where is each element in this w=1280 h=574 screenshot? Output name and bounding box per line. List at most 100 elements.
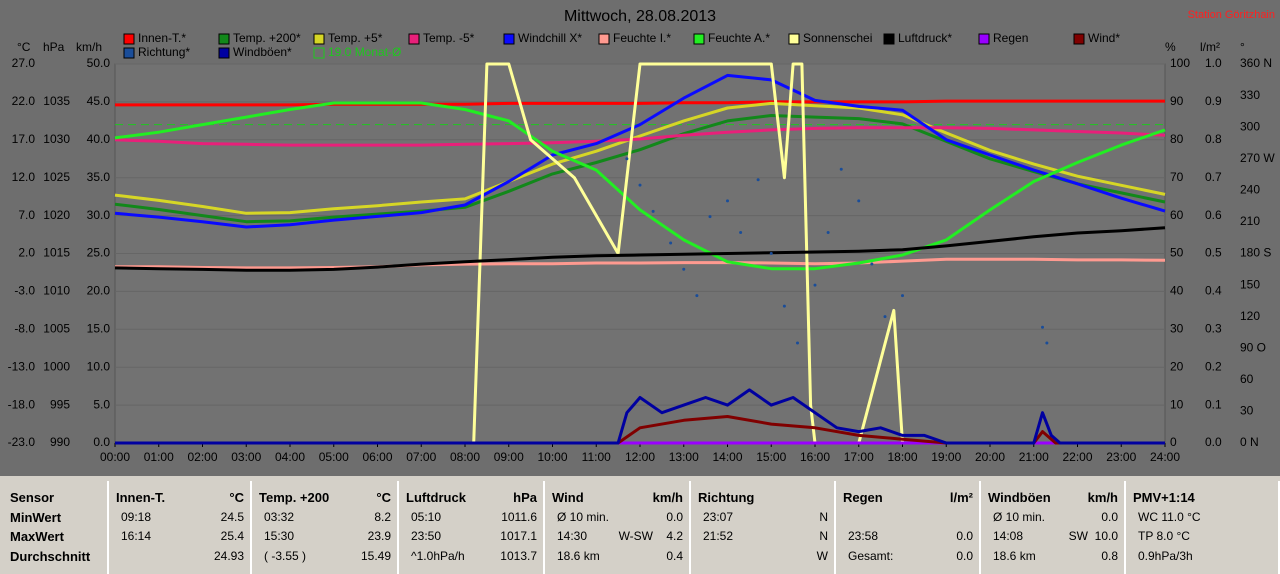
- cell: 0.0: [956, 549, 973, 563]
- cell: 14:30: [557, 529, 588, 543]
- y-tick-label: 1030: [43, 132, 70, 146]
- y-tick-label: 35.0: [87, 170, 111, 184]
- cell: 15.49: [360, 549, 391, 563]
- table-panel: Richtung 23:07 N 21:52 N W: [691, 481, 834, 574]
- y-tick-label: 1.0: [1205, 56, 1222, 70]
- series-line: [114, 114, 1166, 224]
- legend-swatch: [123, 33, 135, 45]
- x-tick-label: 23:00: [1106, 450, 1136, 464]
- legend-label: Wind*: [1088, 31, 1120, 45]
- panel-unit: l/m²: [949, 490, 973, 505]
- x-tick-label: 02:00: [187, 450, 217, 464]
- legend-swatch: [218, 33, 230, 45]
- direction-dot: [782, 304, 786, 308]
- panel-title: Windböen: [988, 490, 1051, 505]
- direction-dot: [870, 262, 874, 266]
- series-line: [114, 101, 1166, 271]
- y-tick-label: 0.0: [93, 435, 110, 449]
- cell: Ø 10 min.: [557, 510, 610, 524]
- y-tick-label: 210: [1240, 214, 1260, 228]
- y-tick-label: 100: [1170, 56, 1190, 70]
- cell: 0.8: [1101, 549, 1118, 563]
- x-tick-label: 09:00: [494, 450, 524, 464]
- direction-dot: [708, 215, 712, 219]
- y-tick-label: 12.0: [12, 170, 36, 184]
- cell: 23:07: [703, 510, 734, 524]
- cell: 0.0: [666, 510, 683, 524]
- axis-label: %: [1165, 40, 1176, 54]
- y-tick-label: 40: [1170, 284, 1184, 298]
- legend-label: Feuchte I.*: [613, 31, 671, 45]
- y-tick-label: 25.0: [87, 246, 111, 260]
- y-tick-label: 300: [1240, 119, 1260, 133]
- panel-unit: km/h: [1087, 490, 1118, 505]
- y-tick-label: 1015: [43, 246, 70, 260]
- panel-unit: hPa: [513, 490, 537, 505]
- cell: 15:30: [264, 529, 295, 543]
- series-line: [114, 126, 1166, 147]
- legend-swatch: [598, 33, 610, 45]
- cell: Gesamt:: [848, 549, 894, 563]
- y-tick-label: 45.0: [87, 94, 111, 108]
- cell: ( -3.55 ): [264, 549, 307, 563]
- cell: 0.0: [1101, 510, 1118, 524]
- cell: ^1.0hPa/h: [411, 549, 465, 563]
- axis-label: °: [1240, 40, 1245, 54]
- series-line: [115, 415, 1165, 445]
- y-tick-label: 240: [1240, 183, 1260, 197]
- legend-label: Windböen*: [233, 45, 292, 59]
- cell: WC 11.0 °C: [1138, 510, 1201, 524]
- y-tick-label: 20.0: [87, 284, 111, 298]
- panel-title: Richtung: [698, 490, 755, 505]
- y-tick-label: 10.0: [87, 359, 111, 373]
- y-tick-label: 50.0: [87, 56, 111, 70]
- cell: 1017.1: [500, 529, 537, 543]
- y-tick-label: 0 N: [1240, 435, 1259, 449]
- y-tick-label: 360 N: [1240, 56, 1272, 70]
- y-tick-label: 80: [1170, 132, 1184, 146]
- cell: Ø 10 min.: [993, 510, 1046, 524]
- legend-label: Windchill X*: [518, 31, 582, 45]
- legend-swatch: [313, 33, 325, 45]
- y-tick-label: 15.0: [87, 321, 111, 335]
- table-panel: Regen l/m² 23:58 0.0 Gesamt: 0.0: [836, 481, 979, 574]
- direction-dot: [857, 199, 861, 203]
- x-tick-label: 19:00: [931, 450, 961, 464]
- y-tick-label: -23.0: [8, 435, 36, 449]
- panel-title: Sensor: [10, 490, 55, 505]
- chart: Mittwoch, 28.08.2013 Station Göritzhain …: [0, 0, 1280, 476]
- direction-dot: [625, 157, 629, 161]
- x-tick-label: 13:00: [669, 450, 699, 464]
- cell: 4.2: [666, 529, 683, 543]
- y-tick-label: 90 O: [1240, 340, 1266, 354]
- station-label: Station Göritzhain: [1188, 9, 1275, 21]
- table-panel: Windböen km/h Ø 10 min. 0.0 14:08 SW 10.0 18.6 …: [981, 481, 1124, 574]
- legend-swatch: [313, 47, 325, 59]
- y-tick-label: 30.0: [87, 208, 111, 222]
- legend-swatch: [883, 33, 895, 45]
- table-panel: Wind km/h Ø 10 min. 0.0 14:30 W-SW 4.2 18.6 km 0…: [545, 481, 689, 574]
- y-tick-label: 10: [1170, 397, 1184, 411]
- x-tick-label: 10:00: [537, 450, 567, 464]
- cell: N: [819, 529, 828, 543]
- axis-label: °C: [17, 40, 31, 54]
- series-line: [114, 73, 1166, 229]
- y-tick-label: 1025: [43, 170, 70, 184]
- y-tick-label: -18.0: [8, 397, 36, 411]
- series-line: [115, 257, 1166, 270]
- legend-label: Sonnenschei: [803, 31, 872, 45]
- table-panel: Innen-T. °C 09:18 24.5 16:14 25.4 24.93: [109, 481, 250, 574]
- y-tick-label: 990: [50, 435, 70, 449]
- row-label: MaxWert: [10, 529, 64, 544]
- x-tick-label: 08:00: [450, 450, 480, 464]
- table-panel: Sensor MinWert MaxWert Durchschnitt: [0, 481, 107, 574]
- series-line: [115, 99, 1165, 107]
- x-tick-label: 04:00: [275, 450, 305, 464]
- panel-title: Innen-T.: [116, 490, 166, 505]
- cell: 18.6 km: [993, 549, 1036, 563]
- x-tick-label: 00:00: [100, 450, 130, 464]
- y-tick-label: 50: [1170, 246, 1184, 260]
- x-tick-label: 12:00: [625, 450, 655, 464]
- legend-label: Luftdruck*: [898, 31, 952, 45]
- series-line: [114, 101, 1166, 215]
